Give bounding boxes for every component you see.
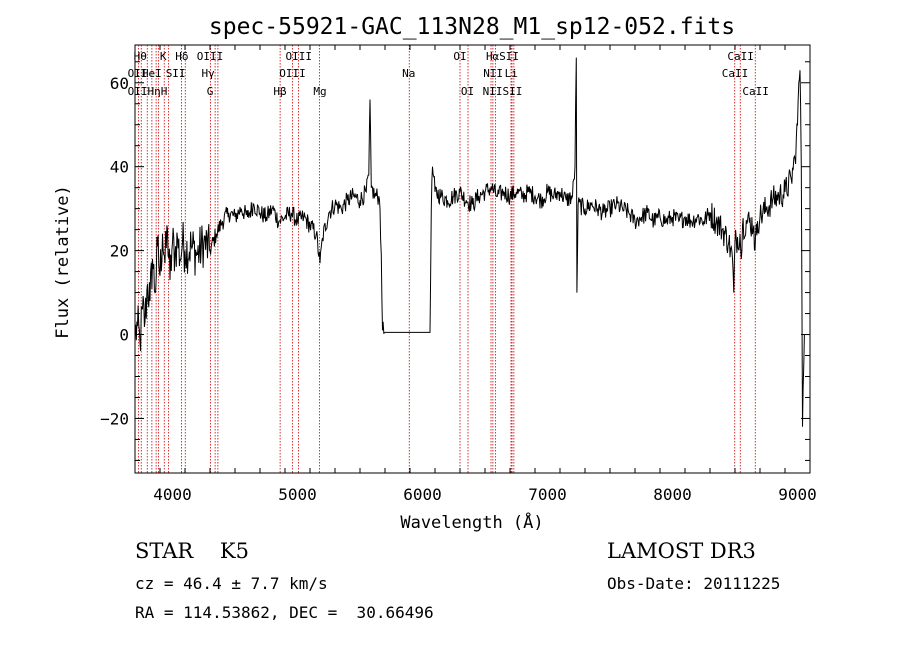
spectral-line-label: OI	[453, 50, 466, 63]
spectral-line-label: Mg	[313, 85, 326, 98]
spectral-line-label: Hδ	[175, 50, 188, 63]
y-tick-label: 60	[110, 74, 129, 93]
spectral-line-label: OIII	[279, 67, 306, 80]
y-tick-label: 0	[119, 326, 129, 345]
x-tick-label: 6000	[403, 485, 442, 504]
object-class: STAR K5	[135, 539, 249, 563]
x-tick-label: 8000	[653, 485, 692, 504]
spectral-line-label: K	[160, 50, 167, 63]
survey-name: LAMOST DR3	[607, 539, 756, 563]
spectral-line-label: Li	[505, 67, 518, 80]
chart-title: spec-55921-GAC_113N28_M1_sp12-052.fits	[209, 14, 735, 40]
x-tick-label: 7000	[528, 485, 567, 504]
y-axis-label: Flux (relative)	[53, 185, 73, 339]
spectral-line-label: NII	[483, 67, 503, 80]
spectral-line-label: OIII	[286, 50, 313, 63]
ra-dec-coordinates: RA = 114.53862, DEC = 30.66496	[135, 603, 434, 622]
y-tick-label: 40	[110, 158, 129, 177]
spectral-line-label: Hβ	[273, 85, 287, 98]
x-tick-label: 9000	[778, 485, 817, 504]
x-axis-label: Wavelength (Å)	[400, 511, 543, 533]
spectral-line-label: SII	[166, 67, 186, 80]
y-tick-label: −20	[100, 409, 129, 428]
plot-frame	[134, 44, 811, 474]
spectral-line-label: OIIHηH	[128, 85, 168, 98]
spectral-line-label: HeI	[142, 67, 162, 80]
spectral-line-label: CaII	[742, 85, 769, 98]
spectral-line-label: HαSII	[486, 50, 519, 63]
spectral-line-label: Hθ	[134, 50, 147, 63]
spectral-line-label: Na	[402, 67, 415, 80]
spectral-line-label: Hγ	[202, 67, 216, 80]
spectral-line-label: OI	[461, 85, 474, 98]
y-tick-label: 20	[110, 242, 129, 261]
redshift-cz: cz = 46.4 ± 7.7 km/s	[135, 574, 328, 593]
spectrum-line	[134, 57, 805, 427]
observation-date: Obs-Date: 20111225	[607, 574, 781, 593]
x-tick-label: 5000	[278, 485, 317, 504]
spectral-line-label: CaII	[727, 50, 754, 63]
spectral-line-label: G	[207, 85, 214, 98]
spectral-line-label: NIISII	[483, 85, 523, 98]
x-tick-label: 4000	[153, 485, 192, 504]
spectral-line-label: OIII	[197, 50, 224, 63]
spectral-line-label: OII	[128, 67, 148, 80]
spectral-line-label: CaII	[722, 67, 749, 80]
